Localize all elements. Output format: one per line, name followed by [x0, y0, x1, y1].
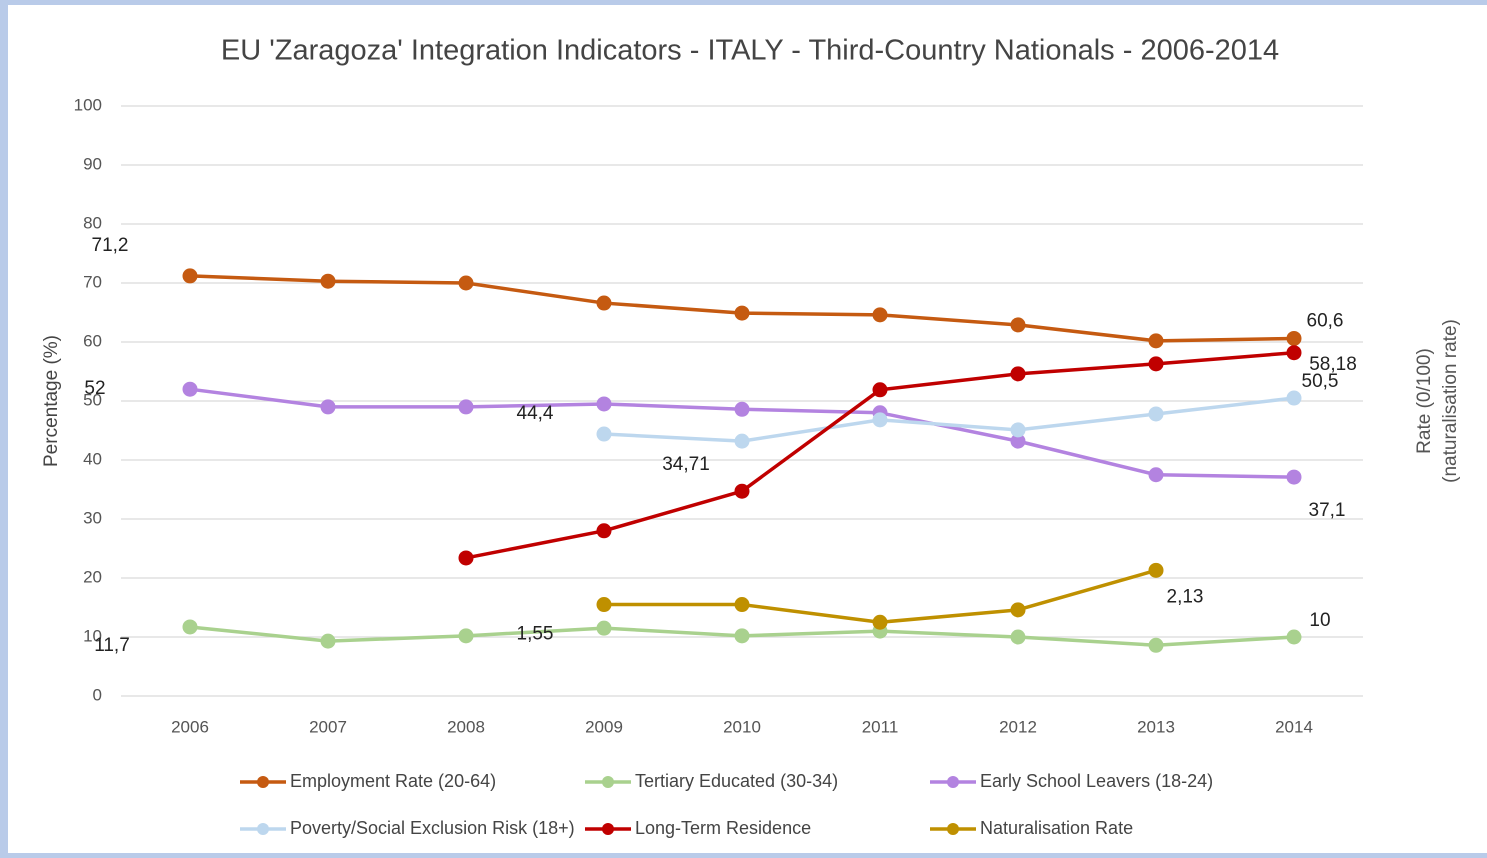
data-point: [596, 523, 612, 539]
legend-label: Employment Rate (20-64): [290, 771, 496, 791]
legend-label: Naturalisation Rate: [980, 818, 1133, 838]
data-point: [320, 399, 336, 415]
data-point: [734, 483, 750, 499]
data-point: [1010, 366, 1026, 382]
data-point: [734, 597, 750, 613]
data-label: 58,18: [1309, 354, 1357, 375]
data-point: [458, 275, 474, 291]
data-point: [320, 633, 336, 649]
legend-label: Early School Leavers (18-24): [980, 771, 1213, 791]
legend-swatch: [947, 776, 959, 788]
x-tick-label: 2007: [309, 717, 347, 736]
y-tick-label: 50: [83, 390, 102, 409]
data-point: [1148, 406, 1164, 422]
legend-swatch: [257, 823, 269, 835]
data-label: 34,71: [662, 454, 710, 475]
data-point: [872, 382, 888, 398]
data-point: [182, 381, 198, 397]
data-point: [458, 550, 474, 566]
data-point: [1010, 629, 1026, 645]
legend-swatch: [257, 776, 269, 788]
y-tick-label: 70: [83, 272, 102, 291]
data-point: [1010, 433, 1026, 449]
y-axis-title: Percentage (%): [41, 335, 62, 467]
data-label: 11,7: [94, 635, 130, 656]
data-point: [1148, 637, 1164, 653]
data-point: [1286, 469, 1302, 485]
y-tick-label: 30: [83, 508, 102, 527]
legend-swatch: [947, 823, 959, 835]
data-point: [872, 307, 888, 323]
y-tick-label: 60: [83, 331, 102, 350]
data-label: 10: [1309, 610, 1330, 631]
y-tick-label: 90: [83, 154, 102, 173]
data-point: [734, 433, 750, 449]
data-point: [1010, 317, 1026, 333]
data-point: [596, 396, 612, 412]
data-label: 50,5: [1302, 371, 1339, 392]
legend-label: Long-Term Residence: [635, 818, 811, 838]
data-label: 44,4: [517, 403, 554, 424]
data-point: [182, 619, 198, 635]
chart-background: [8, 5, 1487, 853]
legend-label: Tertiary Educated (30-34): [635, 771, 838, 791]
x-tick-label: 2010: [723, 717, 761, 736]
data-point: [1286, 330, 1302, 346]
x-tick-label: 2011: [862, 717, 899, 736]
data-point: [1148, 467, 1164, 483]
y-tick-label: 40: [83, 449, 102, 468]
legend-swatch: [602, 776, 614, 788]
x-tick-label: 2008: [447, 717, 485, 736]
data-label: 1,55: [517, 624, 554, 645]
y-tick-label: 100: [74, 95, 102, 114]
data-label: 52: [84, 378, 105, 399]
data-point: [872, 412, 888, 428]
data-point: [596, 295, 612, 311]
data-label: 2,13: [1167, 586, 1204, 607]
data-point: [458, 399, 474, 415]
data-point: [1286, 629, 1302, 645]
data-point: [734, 305, 750, 321]
y-tick-label: 20: [83, 567, 102, 586]
data-label: 71,2: [92, 235, 129, 256]
series-line: [603, 396, 1295, 443]
legend-label: Poverty/Social Exclusion Risk (18+): [290, 818, 575, 838]
data-point: [182, 268, 198, 284]
data-point: [1148, 356, 1164, 372]
data-point: [1148, 562, 1164, 578]
data-point: [872, 614, 888, 630]
data-point: [596, 426, 612, 442]
data-point: [320, 273, 336, 289]
x-tick-label: 2012: [999, 717, 1037, 736]
y2-axis-title: (naturalisation rate): [1440, 319, 1461, 483]
x-tick-label: 2014: [1275, 717, 1313, 736]
y-tick-label: 10: [83, 626, 102, 645]
y2-axis-title: Rate (0/100): [1414, 348, 1435, 454]
data-point: [1286, 390, 1302, 406]
data-point: [458, 628, 474, 644]
x-tick-label: 2013: [1137, 717, 1175, 736]
data-point: [596, 620, 612, 636]
chart-title: EU 'Zaragoza' Integration Indicators - I…: [221, 35, 1279, 67]
data-label: 60,6: [1307, 310, 1344, 331]
y-tick-label: 0: [93, 685, 102, 704]
data-point: [596, 597, 612, 613]
data-point: [734, 401, 750, 417]
data-point: [1010, 422, 1026, 438]
data-point: [1148, 333, 1164, 349]
data-point: [734, 628, 750, 644]
data-point: [1286, 345, 1302, 361]
x-tick-label: 2009: [585, 717, 623, 736]
y-tick-label: 80: [83, 213, 102, 232]
x-tick-label: 2006: [171, 717, 209, 736]
legend-swatch: [602, 823, 614, 835]
data-label: 37,1: [1309, 500, 1346, 521]
data-point: [1010, 602, 1026, 618]
